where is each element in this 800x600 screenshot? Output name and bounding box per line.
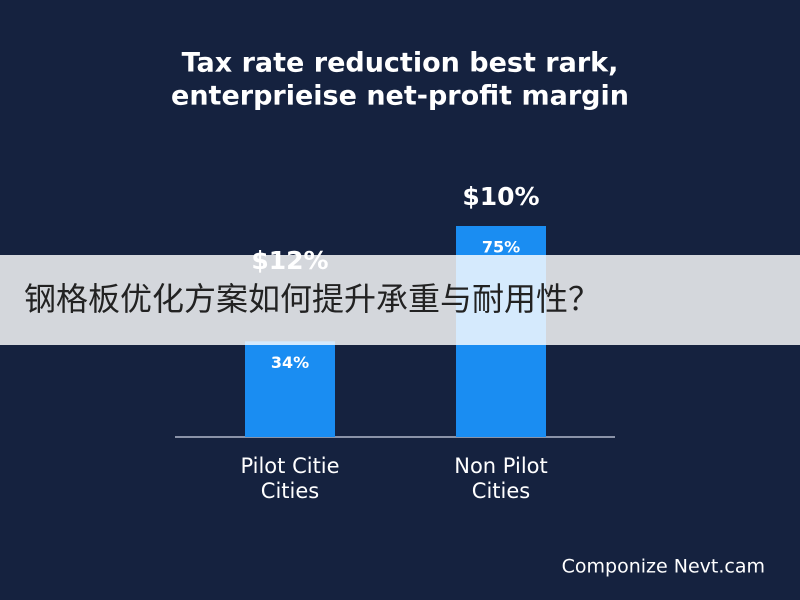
chart-title: Tax rate reduction best rark, [182, 48, 619, 79]
bar-annotation: $10% [462, 182, 539, 211]
value-label: 75% [482, 238, 520, 257]
caption-banner [0, 255, 800, 345]
bar [245, 341, 335, 437]
x-tick-label: Cities [472, 479, 530, 503]
x-tick-label: Pilot Citie [240, 454, 339, 478]
x-tick-label: Non Pilot [454, 454, 548, 478]
value-label: 34% [271, 353, 309, 372]
footer: Componize Nevt.cam [562, 556, 765, 578]
chart-title: enterprieise net-profit margin [171, 81, 629, 112]
caption: 钢格板优化方案如何提升承重与耐用性？ [24, 280, 600, 318]
x-tick-label: Cities [261, 479, 319, 503]
